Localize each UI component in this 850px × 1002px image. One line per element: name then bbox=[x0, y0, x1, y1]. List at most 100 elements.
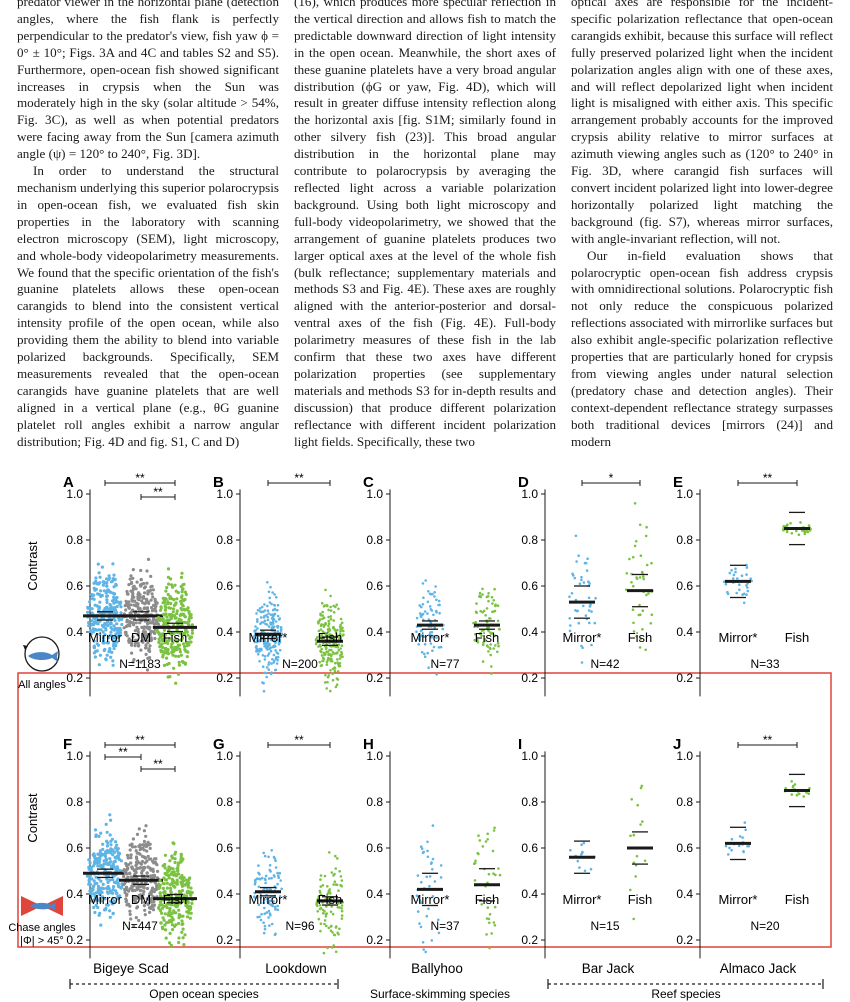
data-point bbox=[159, 909, 163, 913]
data-point bbox=[273, 630, 277, 634]
data-point bbox=[335, 883, 339, 887]
data-point bbox=[150, 592, 154, 596]
data-point bbox=[784, 787, 787, 790]
data-point bbox=[151, 588, 155, 592]
data-point bbox=[148, 846, 152, 851]
data-point bbox=[142, 855, 146, 859]
data-point bbox=[183, 933, 187, 937]
data-point bbox=[276, 638, 279, 642]
y-tick-label: 0.8 bbox=[216, 795, 233, 809]
data-point bbox=[115, 891, 119, 895]
data-point bbox=[423, 610, 427, 613]
data-point bbox=[481, 593, 484, 596]
data-point bbox=[437, 918, 440, 922]
data-point bbox=[165, 656, 169, 660]
data-point bbox=[174, 850, 178, 854]
data-point bbox=[492, 921, 496, 924]
data-point bbox=[254, 625, 257, 628]
data-point bbox=[275, 595, 278, 599]
data-point bbox=[149, 585, 153, 589]
data-point bbox=[263, 603, 266, 606]
data-point bbox=[577, 621, 581, 625]
data-point bbox=[268, 863, 272, 867]
data-point bbox=[103, 853, 107, 857]
data-point bbox=[276, 882, 279, 886]
text-column-2: (16), which produces more specular refle… bbox=[294, 0, 556, 450]
data-point bbox=[177, 940, 181, 945]
data-point bbox=[105, 653, 109, 657]
data-point bbox=[633, 544, 637, 548]
data-point bbox=[149, 636, 153, 640]
data-point bbox=[478, 839, 482, 842]
data-point bbox=[325, 905, 328, 908]
data-point bbox=[480, 629, 484, 632]
panel-D: D 0.2 0.4 0.6 0.8 1.0 Mirror* Fish * N=42 bbox=[518, 471, 654, 697]
y-tick-label: 1.0 bbox=[366, 487, 383, 501]
sample-size-label: N=15 bbox=[590, 919, 619, 933]
data-point bbox=[164, 893, 168, 897]
data-point bbox=[638, 603, 641, 607]
y-tick-label: 1.0 bbox=[676, 749, 693, 763]
data-point bbox=[638, 646, 642, 649]
data-point bbox=[171, 927, 175, 932]
data-point bbox=[142, 829, 146, 833]
data-point bbox=[327, 615, 330, 619]
data-point bbox=[88, 861, 92, 865]
data-point bbox=[138, 852, 142, 856]
data-point bbox=[277, 876, 281, 879]
data-point bbox=[493, 587, 496, 591]
row-caption-chase-angles: Chase angles bbox=[8, 922, 76, 934]
data-point bbox=[329, 605, 332, 609]
data-point bbox=[419, 845, 423, 848]
data-point bbox=[327, 653, 330, 657]
data-point bbox=[331, 672, 334, 675]
data-point bbox=[182, 644, 187, 649]
data-point bbox=[146, 641, 150, 645]
data-point bbox=[110, 636, 115, 641]
data-point bbox=[632, 621, 635, 625]
data-point bbox=[262, 898, 266, 902]
data-point bbox=[438, 611, 441, 615]
data-point bbox=[340, 904, 344, 907]
data-point bbox=[163, 600, 167, 605]
data-point bbox=[98, 849, 102, 853]
data-point bbox=[498, 627, 501, 631]
data-point bbox=[260, 876, 264, 880]
data-point bbox=[728, 571, 732, 575]
data-point bbox=[326, 680, 329, 684]
data-point bbox=[135, 832, 140, 837]
data-point bbox=[334, 645, 338, 649]
data-point bbox=[415, 616, 419, 620]
data-point bbox=[494, 644, 497, 647]
data-point bbox=[272, 900, 275, 903]
paragraph: predator viewer in the horizontal plane … bbox=[17, 0, 279, 162]
x-tick-label: Mirror* bbox=[249, 630, 288, 645]
data-point bbox=[158, 891, 162, 895]
data-point bbox=[261, 654, 265, 657]
data-point bbox=[271, 608, 275, 612]
data-point bbox=[161, 617, 165, 621]
data-point bbox=[115, 610, 119, 615]
data-point bbox=[437, 931, 441, 935]
data-point bbox=[319, 628, 323, 631]
data-point bbox=[122, 869, 126, 873]
data-point bbox=[161, 916, 165, 920]
data-point bbox=[263, 927, 267, 931]
y-tick-label: 0.4 bbox=[66, 625, 83, 639]
data-point bbox=[136, 606, 140, 610]
data-point bbox=[738, 835, 742, 838]
data-point bbox=[418, 899, 422, 902]
data-point bbox=[493, 609, 497, 613]
data-point bbox=[95, 582, 99, 586]
data-point bbox=[97, 571, 101, 575]
data-point bbox=[173, 857, 177, 861]
data-point bbox=[274, 645, 277, 648]
data-point bbox=[132, 924, 136, 929]
data-point bbox=[425, 914, 429, 918]
data-point bbox=[270, 662, 273, 665]
data-point bbox=[634, 875, 637, 878]
data-point bbox=[171, 607, 176, 611]
data-point bbox=[266, 618, 270, 622]
data-point bbox=[92, 879, 96, 883]
data-point bbox=[276, 871, 279, 875]
